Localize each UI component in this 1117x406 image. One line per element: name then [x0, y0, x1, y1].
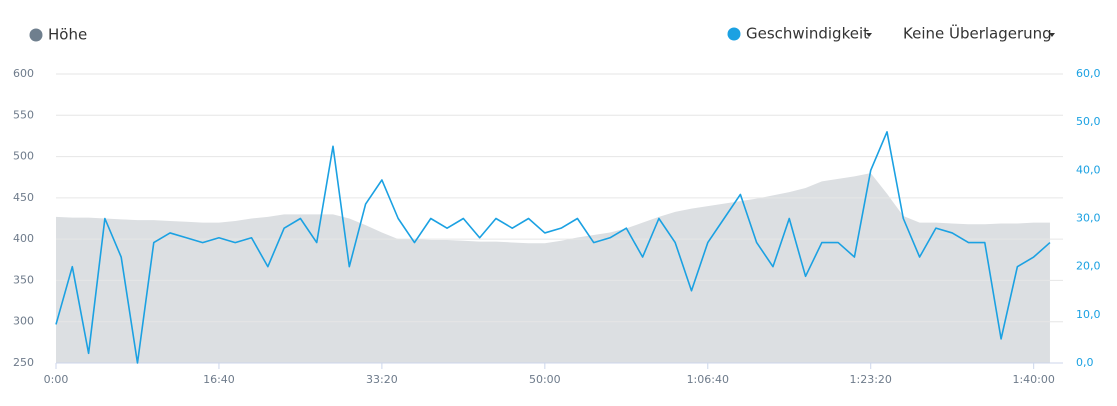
y2-tick-label: 50,0 — [1076, 115, 1101, 128]
y-tick-label: 450 — [13, 191, 34, 204]
y2-tick-label: 40,0 — [1076, 163, 1101, 176]
y2-tick-label: 60,0 — [1076, 67, 1101, 80]
legend-marker — [727, 27, 741, 41]
x-tick-label: 0:00 — [44, 373, 69, 386]
x-tick-label: 16:40 — [203, 373, 235, 386]
y-tick-label: 500 — [13, 150, 34, 163]
x-tick-label: 1:40:00 — [1012, 373, 1054, 386]
legend-speed[interactable]: Geschwindigkeit — [727, 25, 873, 43]
y2-tick-label: 30,0 — [1076, 212, 1101, 225]
x-tick-label: 1:06:40 — [687, 373, 729, 386]
dropdown-arrow — [866, 33, 872, 37]
y-tick-label: 600 — [13, 67, 34, 80]
y-tick-label: 400 — [13, 232, 34, 245]
y2-tick-label: 10,0 — [1076, 308, 1101, 321]
legend-label: Höhe — [48, 26, 87, 44]
y-tick-label: 300 — [13, 315, 34, 328]
legend-hoehe[interactable]: Höhe — [29, 26, 88, 44]
y-tick-label: 250 — [13, 356, 34, 369]
overlay-menu[interactable]: Keine Überlagerung — [903, 24, 1055, 43]
x-tick-label: 50:00 — [529, 373, 561, 386]
y-tick-label: 550 — [13, 108, 34, 121]
area — [56, 173, 1050, 363]
overlay-label: Keine Überlagerung — [903, 24, 1052, 43]
dropdown-arrow — [1049, 33, 1055, 37]
legend-label: Geschwindigkeit — [746, 25, 869, 43]
y-tick-label: 350 — [13, 273, 34, 286]
line — [55, 131, 1051, 364]
y2-tick-label: 0,0 — [1076, 356, 1094, 369]
x-tick-label: 33:20 — [366, 373, 398, 386]
x-tick-label: 1:23:20 — [850, 373, 892, 386]
y2-tick-label: 20,0 — [1076, 260, 1101, 273]
legend-marker — [29, 28, 43, 42]
